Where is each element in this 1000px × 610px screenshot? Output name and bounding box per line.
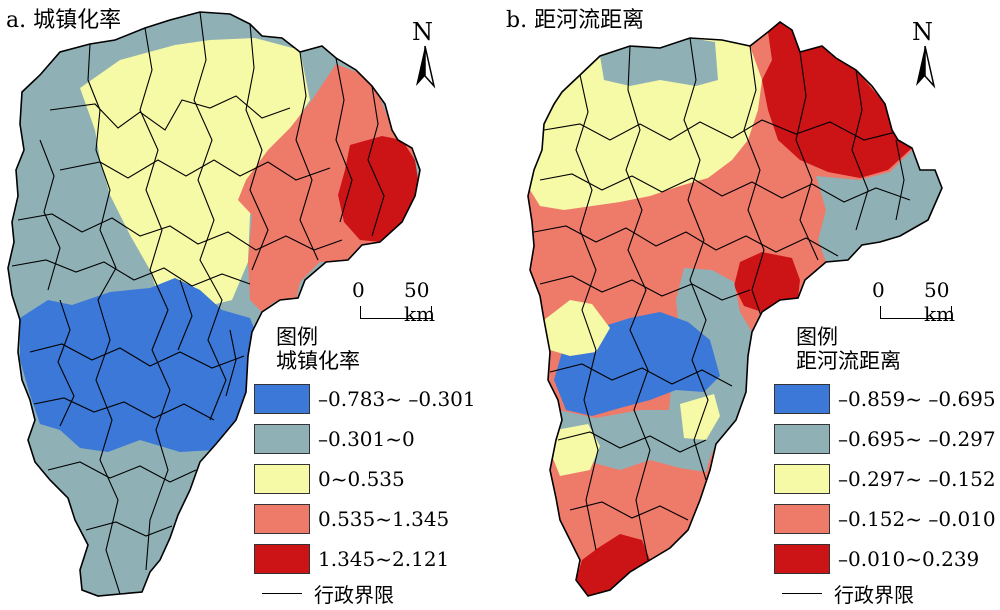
legend-label: –0.010~0.239 (838, 547, 980, 571)
county-boundaries (11, 12, 385, 595)
legend-item: 0~0.535 (254, 459, 494, 499)
legend-item: –0.859~ –0.695 (774, 379, 1000, 419)
region-teal-north (600, 38, 718, 86)
legend-swatch (774, 464, 830, 494)
panel-title: a. 城镇化率 (6, 8, 122, 33)
legend-swatch (774, 544, 830, 574)
north-label: N (912, 18, 933, 46)
legend-swatch (254, 504, 310, 534)
legend-swatch (254, 464, 310, 494)
legend-label: –0.152~ –0.010 (838, 507, 996, 531)
scale-distance-label: 50 km (924, 278, 956, 326)
scale-bar: 0 50 km (872, 278, 982, 326)
legend-boundary-item: 行政界限 (254, 579, 494, 607)
legend-label: 0~0.535 (318, 467, 405, 491)
region-yellow-north (80, 38, 310, 308)
legend-swatch (774, 504, 830, 534)
region-salmon-east (238, 64, 420, 312)
map-panel-river-distance: b. 距河流距离 N 0 50 km 图例 距河流距离 –0.859~ –0.6… (500, 0, 1000, 610)
legend-swatch (254, 424, 310, 454)
legend-item: –0.010~0.239 (774, 539, 1000, 579)
scale-distance-label: 50 km (404, 278, 436, 326)
legend-label: –0.695~ –0.297 (838, 427, 996, 451)
legend-item: –0.301~0 (254, 419, 494, 459)
province-outline (7, 11, 421, 597)
legend-item: –0.152~ –0.010 (774, 499, 1000, 539)
legend: 图例 距河流距离 –0.859~ –0.695 –0.695~ –0.297 –… (774, 326, 1000, 607)
legend-subtitle: 城镇化率 (276, 349, 360, 373)
scale-zero-label: 0 (872, 278, 885, 302)
region-blue-central (20, 278, 262, 452)
north-label: N (412, 18, 433, 46)
county-boundaries (533, 37, 911, 561)
scale-line (880, 306, 952, 319)
region-yellow-south (680, 394, 720, 440)
legend-item: 1.345~2.121 (254, 539, 494, 579)
legend-label: –0.859~ –0.695 (838, 387, 996, 411)
region-red-central-east (734, 252, 800, 312)
scale-zero-label: 0 (352, 278, 365, 302)
legend-heading: 图例 (276, 325, 318, 349)
panel-title: b. 距河流距离 (506, 8, 645, 33)
legend-heading: 图例 (796, 325, 838, 349)
river-distance-map (527, 21, 943, 597)
map-panel-urbanization: a. 城镇化率 N 0 50 km 图例 城镇化率 –0.783~ –0.301… (6, 8, 494, 607)
scale-line (360, 306, 432, 319)
legend-subtitle: 距河流距离 (796, 349, 901, 373)
region-red-south (576, 534, 650, 596)
legend-label: –0.783~ –0.301 (318, 387, 476, 411)
legend-item: –0.783~ –0.301 (254, 379, 494, 419)
legend-boundary-item: 行政界限 (774, 579, 1000, 607)
region-teal-east (816, 150, 942, 262)
region-yellow-southwest (552, 424, 600, 476)
north-arrow-icon (916, 45, 936, 89)
legend-label: –0.301~0 (318, 427, 415, 451)
region-red-north (762, 22, 912, 178)
boundary-label: 行政界限 (314, 582, 394, 607)
urbanization-map (7, 11, 421, 597)
legend-swatch (774, 384, 830, 414)
legend-item: 0.535~1.345 (254, 499, 494, 539)
legend-label: –0.297~ –0.152 (838, 467, 996, 491)
region-red-northeast (338, 136, 420, 242)
legend-label: 1.345~2.121 (318, 547, 450, 571)
legend-swatch (774, 424, 830, 454)
legend-swatch (254, 384, 310, 414)
boundary-line-swatch (262, 592, 302, 594)
legend: 图例 城镇化率 –0.783~ –0.301 –0.301~0 0~0.535 … (254, 326, 494, 607)
legend-label: 0.535~1.345 (318, 507, 450, 531)
province-outline (527, 21, 943, 597)
legend-swatch (254, 544, 310, 574)
legend-item: –0.695~ –0.297 (774, 419, 1000, 459)
boundary-line-swatch (782, 592, 822, 594)
north-arrow-icon (416, 45, 436, 89)
scale-bar: 0 50 km (352, 278, 462, 326)
legend-item: –0.297~ –0.152 (774, 459, 1000, 499)
boundary-label: 行政界限 (834, 582, 914, 607)
